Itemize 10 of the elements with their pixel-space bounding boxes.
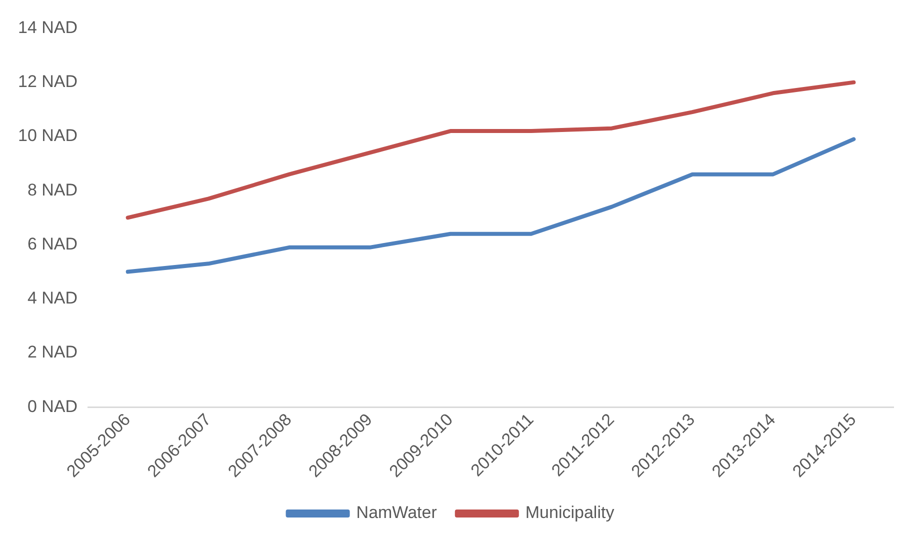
y-tick-label: 14 NAD: [18, 18, 78, 37]
y-tick-label: 12 NAD: [18, 72, 78, 92]
y-tick-label: 6 NAD: [27, 234, 78, 254]
legend-label: Municipality: [525, 503, 615, 522]
y-tick-label: 8 NAD: [27, 180, 78, 200]
y-tick-label: 0 NAD: [27, 396, 78, 416]
y-tick-label: 10 NAD: [18, 126, 78, 146]
y-tick-label: 4 NAD: [27, 288, 78, 308]
y-tick-label: 2 NAD: [27, 342, 78, 362]
legend-label: NamWater: [356, 503, 438, 522]
